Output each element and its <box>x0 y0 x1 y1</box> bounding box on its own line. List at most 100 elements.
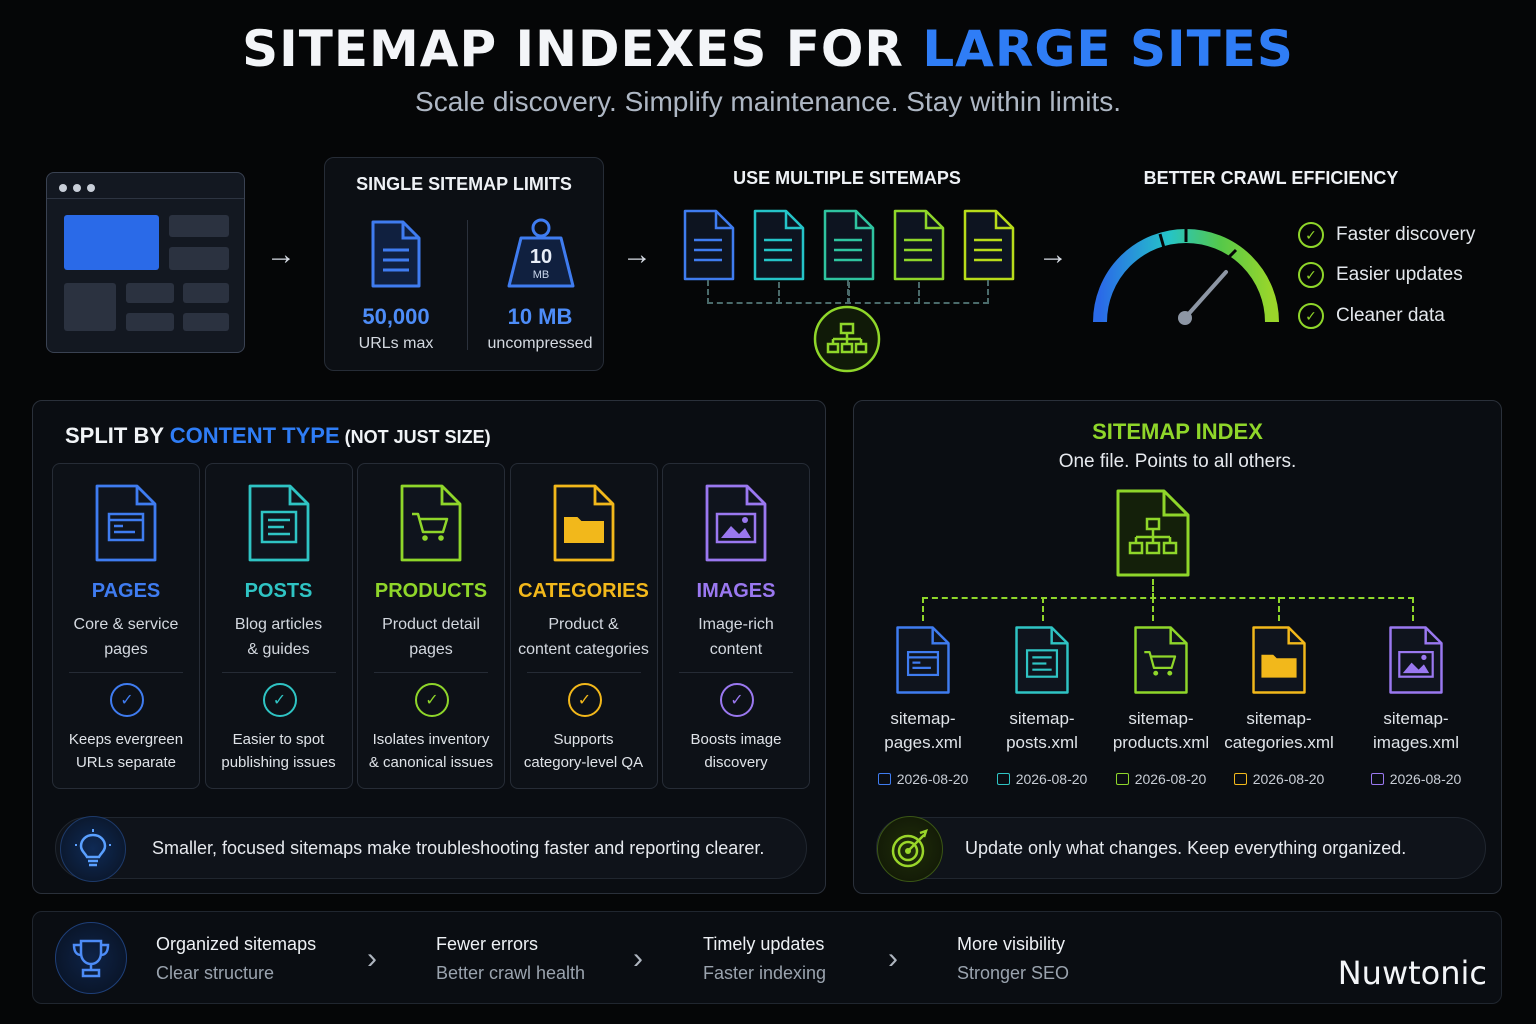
content-type-benefit: Easier to spot publishing issues <box>221 731 336 771</box>
title-main: SITEMAP INDEXES FOR <box>242 20 923 78</box>
sitemap-file-icon <box>1389 626 1443 694</box>
troubleshooting-tip: Smaller, focused sitemaps make troublesh… <box>55 816 807 882</box>
arrow-right-icon: → <box>622 238 652 271</box>
calendar-icon <box>1233 773 1247 785</box>
categories-folder-icon <box>553 484 614 562</box>
content-type-description: Product & content categories <box>518 616 649 658</box>
content-type-name: IMAGES <box>696 580 776 602</box>
check-icon: ✓ <box>262 683 297 717</box>
arrow-right-icon: → <box>1038 238 1068 271</box>
check-icon: ✓ <box>1298 222 1324 248</box>
update-tip-text: Update only what changes. Keep everythin… <box>965 838 1407 858</box>
content-type-categories: CATEGORIES Product & content categories ✓… <box>509 463 658 789</box>
content-type-name: POSTS <box>244 580 313 602</box>
split-by-content-type-card: SPLIT BY CONTENT TYPE (NOT JUST SIZE) PA… <box>32 400 826 894</box>
content-type-posts: POSTS Blog articles & guides ✓ Easier to … <box>204 463 353 789</box>
products-cart-icon <box>400 484 462 562</box>
benefit-faster-discovery: ✓ Faster discovery <box>1298 222 1475 248</box>
content-type-benefit: Boosts image discovery <box>690 731 782 771</box>
sitemap-lastmod-date: 2026-08-20 <box>1214 771 1344 787</box>
sitemap-file-icon <box>1134 626 1188 694</box>
check-icon: ✓ <box>110 683 144 717</box>
content-type-name: CATEGORIES <box>518 580 649 602</box>
sitemap-lastmod-date: 2026-08-20 <box>1351 771 1481 787</box>
content-type-name: PRODUCTS <box>374 580 488 602</box>
weight-icon: 10 MB <box>507 218 575 288</box>
sitemap-file-icon <box>896 626 950 694</box>
limits-title: SINGLE SITEMAP LIMITS <box>356 174 572 194</box>
step-timely-updates: Timely updates Faster indexing <box>703 934 827 983</box>
urls-max-label: URLs max <box>358 335 434 352</box>
images-file-icon <box>705 484 767 562</box>
check-icon: ✓ <box>1298 303 1324 329</box>
target-icon <box>877 816 943 882</box>
index-connector-stem <box>1152 579 1154 599</box>
sitemap-file-icon <box>1015 626 1069 694</box>
content-type-images: IMAGES Image-rich content ✓ Boosts image d… <box>662 463 810 789</box>
sitemap-index-title: SITEMAP INDEX <box>1092 419 1263 444</box>
title-accent: LARGE SITES <box>922 20 1294 78</box>
pages-file-icon <box>95 484 157 562</box>
calendar-icon <box>877 773 891 785</box>
content-type-benefit: Supports category-level QA <box>523 731 644 771</box>
sitemap-file-icon <box>753 209 805 281</box>
sitemap-index-file-icon <box>1116 489 1190 577</box>
content-type-pages: PAGES Core & service pages ✓ Keeps evergr… <box>52 463 200 789</box>
content-type-products: PRODUCTS Product detail pages ✓ Isolates … <box>357 463 505 789</box>
step-organized-sitemaps: Organized sitemaps Clear structure <box>156 934 317 983</box>
sitemap-lastmod-date: 2026-08-20 <box>858 771 988 787</box>
sitemap-hierarchy-icon <box>813 305 881 373</box>
index-connector-lines <box>922 597 1414 621</box>
content-type-benefit: Keeps evergreen URLs separate <box>68 731 184 771</box>
content-type-name: PAGES <box>91 580 161 602</box>
check-icon: ✓ <box>1298 262 1324 288</box>
check-icon: ✓ <box>415 683 449 717</box>
sitemap-index-subtitle: One file. Points to all others. <box>1058 451 1297 472</box>
sitemap-file-icon <box>683 209 735 281</box>
size-max-label: uncompressed <box>487 335 593 352</box>
crawl-efficiency-title: BETTER CRAWL EFFICIENCY <box>1143 168 1399 188</box>
multiple-sitemaps-title: USE MULTIPLE SITEMAPS <box>733 168 961 188</box>
content-type-benefit: Isolates inventory & canonical issues <box>368 731 494 771</box>
sitemap-filename: sitemap-posts.xml <box>1006 709 1078 752</box>
sitemap-filename: sitemap-categories.xml <box>1224 709 1334 752</box>
check-icon: ✓ <box>567 683 602 717</box>
content-type-description: Image-rich content <box>698 616 774 658</box>
sitemap-filename: sitemap-images.xml <box>1373 709 1459 752</box>
content-type-description: Blog articles & guides <box>234 616 323 658</box>
sitemap-index-card: SITEMAP INDEX One file. Points to all ot… <box>853 400 1502 894</box>
check-icon: ✓ <box>720 683 754 717</box>
document-icon <box>371 220 421 288</box>
weight-unit: MB <box>533 269 550 281</box>
trophy-icon <box>55 922 127 994</box>
chevron-right-icon: › <box>633 942 643 975</box>
chevron-right-icon: › <box>367 942 377 975</box>
posts-file-icon <box>248 484 309 562</box>
connector-stem <box>847 280 849 304</box>
sitemap-filename: sitemap-products.xml <box>1112 709 1210 752</box>
calendar-icon <box>996 773 1010 785</box>
sitemap-file-icon <box>1252 626 1306 694</box>
sitemap-file-icon <box>823 209 875 281</box>
calendar-icon <box>1370 773 1384 785</box>
sitemap-lastmod-date: 2026-08-20 <box>1096 771 1226 787</box>
update-tip: Update only what changes. Keep everythin… <box>876 816 1486 882</box>
browser-bar <box>47 173 244 199</box>
benefit-easier-updates: ✓ Easier updates <box>1298 262 1463 288</box>
step-more-visibility: More visibility Stronger SEO <box>957 934 1070 983</box>
step-fewer-errors: Fewer errors Better crawl health <box>436 934 586 983</box>
chevron-right-icon: › <box>888 942 898 975</box>
page-subtitle: Scale discovery. Simplify maintenance. S… <box>415 86 1121 117</box>
split-title: SPLIT BY CONTENT TYPE (NOT JUST SIZE) <box>65 423 491 448</box>
content-type-description: Core & service pages <box>73 616 179 658</box>
content-type-description: Product detail pages <box>382 616 480 658</box>
brand-logo: Nuwtonic <box>1337 954 1487 992</box>
website-illustration <box>46 172 245 353</box>
sitemap-filename: sitemap-pages.xml <box>884 709 962 752</box>
gauge-icon <box>1093 228 1279 325</box>
tip-text: Smaller, focused sitemaps make troublesh… <box>152 838 765 858</box>
size-max-value: 10 MB <box>507 304 573 329</box>
sitemap-lastmod-date: 2026-08-20 <box>977 771 1107 787</box>
single-sitemap-limits-card: SINGLE SITEMAP LIMITS 10 MB 50,000 URLs … <box>324 157 604 371</box>
weight-number: 10 <box>530 246 552 268</box>
